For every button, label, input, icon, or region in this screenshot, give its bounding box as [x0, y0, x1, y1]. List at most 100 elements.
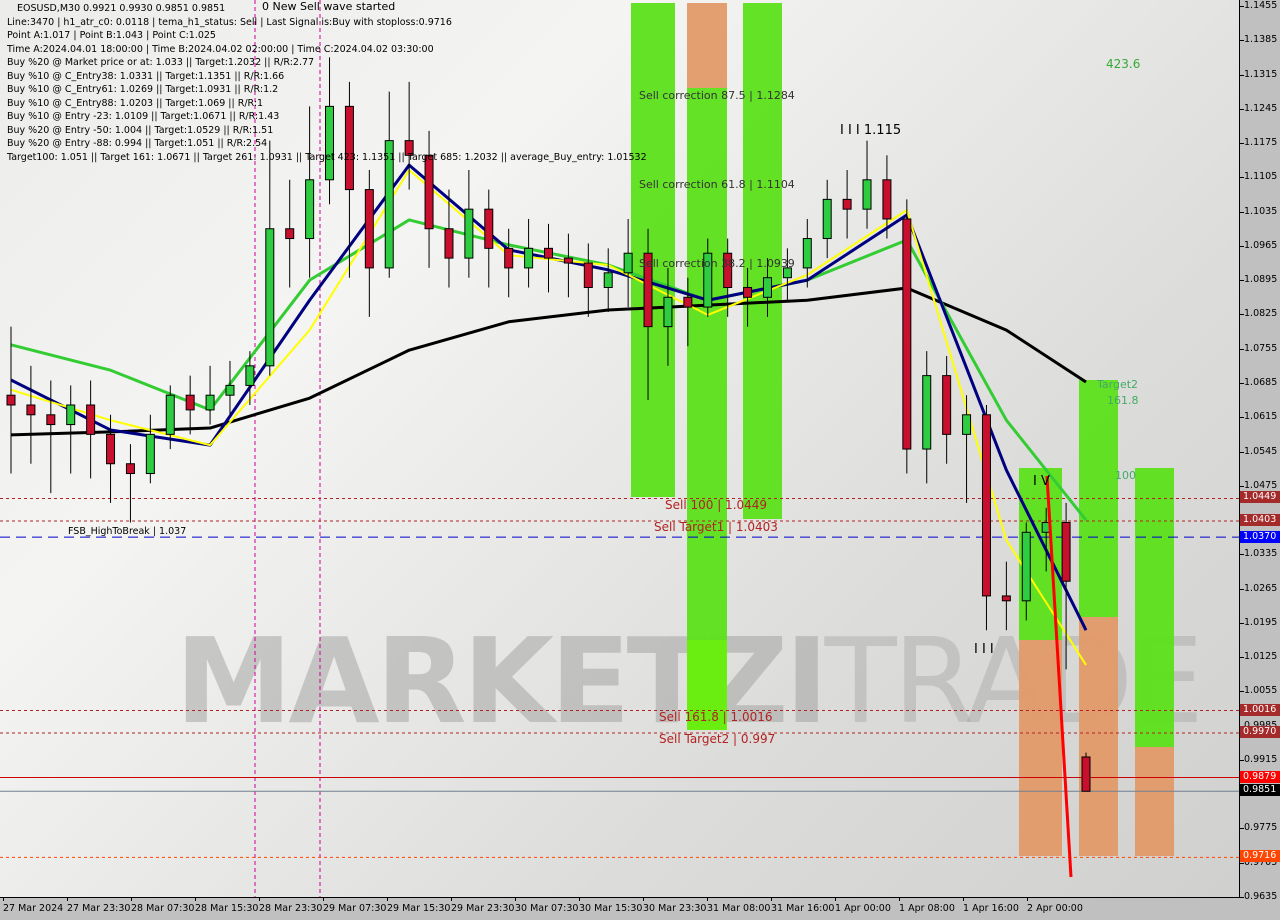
time-tick	[515, 897, 516, 901]
info-line: Buy %10 @ C_Entry61: 1.0269 || Target:1.…	[7, 84, 279, 95]
sell-target1-label: Sell Target1 | 1.0403	[654, 520, 778, 534]
candle-body	[424, 154, 434, 230]
time-tick	[963, 897, 964, 901]
candle	[125, 444, 135, 523]
price-tick	[1240, 245, 1244, 247]
info-line: Buy %20 @ Entry -88: 0.994 || Target:1.0…	[7, 138, 268, 149]
time-tick-label: 1 Apr 08:00	[899, 903, 955, 914]
price-chart	[0, 0, 1239, 897]
time-tick-label: 28 Mar 07:30	[131, 903, 195, 914]
candle	[1061, 502, 1071, 670]
candle	[424, 130, 434, 268]
price-tick-label: 1.0685	[1244, 376, 1278, 388]
candle	[583, 243, 593, 317]
time-tick	[771, 897, 772, 901]
time-tick	[259, 897, 260, 901]
price-tick	[1240, 759, 1244, 761]
candle-body	[842, 198, 852, 210]
price-tick	[1240, 314, 1244, 316]
candle	[524, 218, 534, 288]
candle-body	[603, 272, 613, 288]
price-tick	[1240, 40, 1244, 42]
time-tick-label: 30 Mar 15:30	[579, 903, 643, 914]
wave-label: 0 New Sell wave started	[262, 0, 396, 13]
price-tick	[1240, 143, 1244, 145]
candle	[643, 228, 653, 401]
correction-382-label: Sell correction 38.2 | 1.0939	[639, 257, 795, 270]
price-tick	[1240, 417, 1244, 419]
candle	[882, 155, 892, 239]
sell-zone-3	[743, 3, 782, 519]
candle	[145, 414, 155, 484]
buy-zone-3	[1135, 468, 1174, 747]
time-tick-label: 29 Mar 07:30	[323, 903, 387, 914]
candle	[862, 140, 872, 229]
candle	[981, 404, 991, 631]
price-tick	[1240, 691, 1244, 693]
price-tick	[1240, 588, 1244, 590]
wave-3b-label: I I I	[974, 642, 994, 657]
price-tick-label: 1.0335	[1244, 548, 1278, 560]
fsb-label: FSB_HighToBreak | 1.037	[68, 526, 187, 537]
candle-body	[743, 286, 753, 298]
time-tick	[643, 897, 644, 901]
price-tick	[1240, 211, 1244, 213]
time-tick	[387, 897, 388, 901]
candle	[325, 57, 335, 205]
info-line: Buy %10 @ C_Entry38: 1.0331 || Target:1.…	[7, 70, 285, 82]
candle	[66, 385, 76, 474]
candle	[165, 385, 175, 450]
time-tick-label: 31 Mar 16:00	[771, 903, 835, 914]
sell-zone-2	[687, 88, 727, 640]
sell-target2-label: Sell Target2 | 0.997	[659, 732, 776, 746]
price-tick-label: 1.0055	[1244, 685, 1278, 697]
candle-body	[1021, 531, 1031, 602]
candle	[305, 106, 315, 278]
candle-body	[185, 394, 195, 411]
candle	[842, 170, 852, 239]
candle-body	[643, 252, 653, 328]
price-tick-label: 1.1385	[1244, 34, 1278, 46]
price-tick	[1240, 6, 1244, 7]
price-tick	[1240, 485, 1244, 487]
time-tick	[579, 897, 580, 901]
info-panel: EOSUSD,M30 0.9921 0.9930 0.9851 0.9851 L…	[7, 2, 647, 164]
candle-body	[782, 267, 792, 279]
price-tick-label: 1.0125	[1244, 651, 1278, 663]
symbol-ohlc: EOSUSD,M30 0.9921 0.9930 0.9851 0.9851	[17, 3, 226, 14]
correction-618-label: Sell correction 61.8 | 1.1104	[639, 178, 795, 191]
candle-body	[165, 394, 175, 435]
wave-4-label: I V	[1033, 474, 1050, 489]
price-tick	[1240, 348, 1244, 350]
candle-body	[384, 140, 394, 269]
price-tag-target2: 0.9970	[1240, 726, 1280, 738]
candle	[46, 380, 56, 494]
price-tick	[1240, 862, 1244, 864]
candle-body	[524, 247, 534, 269]
candle	[245, 351, 255, 405]
candle-body	[106, 433, 116, 465]
price-tag-bid: 0.9851	[1240, 784, 1280, 796]
price-tick-label: 1.1035	[1244, 205, 1278, 217]
price-tick	[1240, 74, 1244, 76]
price-tick-label: 1.1455	[1244, 0, 1278, 11]
candle	[26, 365, 36, 464]
candle	[563, 233, 573, 298]
price-tag-sell100: 1.0449	[1240, 491, 1280, 503]
candle-body	[125, 463, 135, 475]
chart-area[interactable]: MARKETZITRADE	[0, 0, 1240, 898]
price-tick-label: 1.1175	[1244, 137, 1278, 149]
candle	[265, 140, 275, 376]
candle	[364, 170, 374, 317]
candle-body	[145, 433, 155, 475]
price-tick-label: 0.9915	[1244, 753, 1278, 765]
sell-zone-2-bottom	[687, 640, 727, 730]
candle	[723, 238, 733, 317]
candle	[344, 81, 354, 278]
price-tick	[1240, 828, 1244, 830]
price-tick	[1240, 897, 1244, 898]
price-tick-label: 1.0195	[1244, 616, 1278, 628]
price-tick-label: 1.1245	[1244, 102, 1278, 114]
time-tick-label: 1 Apr 16:00	[963, 903, 1019, 914]
price-tick	[1240, 108, 1244, 110]
